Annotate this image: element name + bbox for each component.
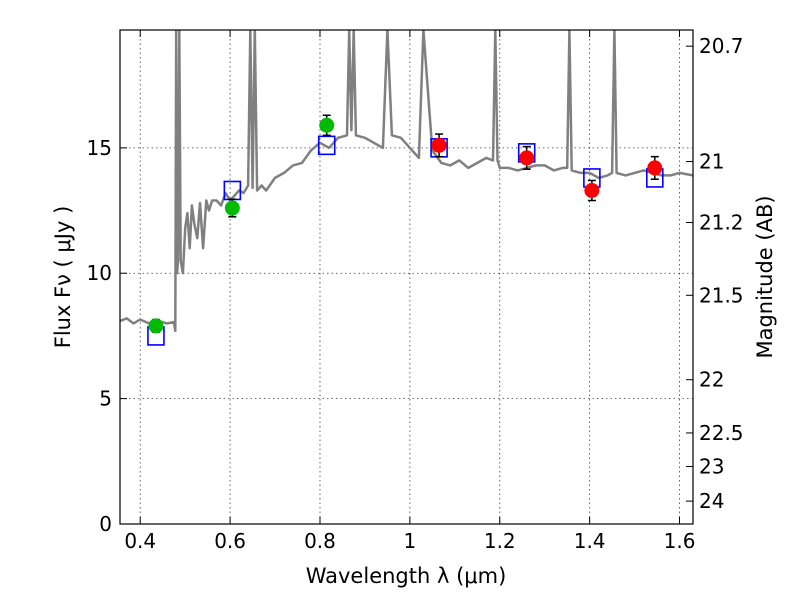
plot-background (120, 30, 693, 524)
near-infrared-data-point (519, 150, 535, 166)
optical-data-point (224, 200, 240, 216)
right-axis-label: Magnitude (AB) (753, 195, 777, 358)
y-tick-label: 0 (99, 512, 112, 536)
x-tick-label: 0.8 (304, 529, 336, 553)
x-tick-label: 1.2 (484, 529, 516, 553)
right-tick-label: 21.5 (699, 283, 744, 307)
spectrum-layer (120, 30, 693, 333)
right-tick-label: 21 (699, 150, 724, 174)
x-tick-label: 0.6 (214, 529, 246, 553)
near-infrared-data-point (647, 160, 663, 176)
x-tick-label: 0.4 (124, 529, 156, 553)
x-tick-label: 1 (404, 529, 417, 553)
right-tick-label: 22 (699, 368, 724, 392)
axis-ticks: 0.4 0.6 0.8 1 1.2 1.4 1.6 0 5 10 15 20.7 21 21.2 21.5 2… (87, 30, 744, 553)
y-tick-label: 5 (99, 387, 112, 411)
right-tick-label: 20.7 (699, 34, 744, 58)
x-tick-label: 1.6 (664, 529, 696, 553)
optical-data-point (319, 117, 335, 133)
y-tick-label: 10 (87, 261, 112, 285)
near-infrared-data-point (431, 137, 447, 153)
y-axis-label: Flux Fν ( μJy ) (51, 206, 75, 349)
y-tick-label: 15 (87, 136, 112, 160)
plot-frame (119, 29, 694, 525)
photometry-layer (148, 114, 663, 334)
model-photometry-square (317, 135, 336, 156)
x-axis-label: Wavelength λ (μm) (306, 564, 507, 588)
right-tick-label: 21.2 (699, 211, 744, 235)
right-tick-label: 24 (699, 489, 724, 513)
right-tick-label: 22.5 (699, 421, 744, 445)
x-tick-label: 1.4 (574, 529, 606, 553)
optical-data-point (148, 318, 164, 334)
spectrum-line (120, 30, 693, 333)
grid (120, 30, 693, 524)
right-tick-label: 23 (699, 455, 724, 479)
near-infrared-data-point (584, 182, 600, 198)
